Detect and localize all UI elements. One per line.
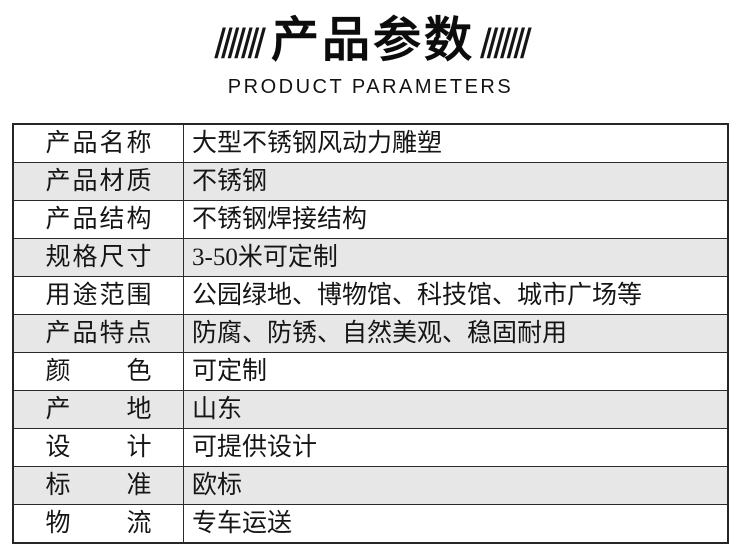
table-row: 设计 可提供设计 [12, 428, 729, 467]
param-label-cell: 规格尺寸 [12, 238, 184, 277]
param-value: 可提供设计 [183, 428, 729, 467]
param-value: 公园绿地、博物馆、科技馆、城市广场等 [183, 276, 729, 315]
param-value: 不锈钢焊接结构 [183, 200, 729, 239]
table-row: 产品结构 不锈钢焊接结构 [12, 200, 729, 239]
page-subtitle: PRODUCT PARAMETERS [227, 76, 514, 99]
param-label-cell: 物流 [12, 504, 184, 544]
param-value: 大型不锈钢风动力雕塑 [183, 123, 729, 163]
param-label: 标准 [45, 472, 152, 499]
right-slashes-decor: /////// [480, 20, 532, 68]
param-label: 产品特点 [45, 320, 152, 347]
title-row: /////// 产品参数 /////// [0, 10, 741, 72]
param-label: 产地 [45, 396, 152, 423]
param-label-cell: 产品特点 [12, 314, 184, 353]
table-row: 产品特点 防腐、防锈、自然美观、稳固耐用 [12, 314, 729, 353]
param-label-cell: 产地 [12, 390, 184, 429]
param-label-cell: 用途范围 [12, 276, 184, 315]
param-label: 规格尺寸 [45, 244, 152, 271]
param-value: 可定制 [183, 352, 729, 391]
param-label: 物流 [45, 510, 152, 537]
param-value: 不锈钢 [183, 162, 729, 201]
param-value: 防腐、防锈、自然美观、稳固耐用 [183, 314, 729, 353]
param-label: 产品结构 [45, 206, 152, 233]
param-label-cell: 产品材质 [12, 162, 184, 201]
table-row: 用途范围 公园绿地、博物馆、科技馆、城市广场等 [12, 276, 729, 315]
param-label: 用途范围 [45, 282, 152, 309]
page-title: 产品参数 [270, 14, 475, 67]
table-row: 产地 山东 [12, 390, 729, 429]
parameters-table: 产品名称 大型不锈钢风动力雕塑 产品材质 不锈钢 产品结构 不锈钢焊接结构 规格… [12, 123, 729, 544]
param-label: 产品材质 [45, 168, 152, 195]
table-row: 规格尺寸 3-50米可定制 [12, 238, 729, 277]
param-label: 设计 [45, 434, 152, 461]
table-row: 产品材质 不锈钢 [12, 162, 729, 201]
param-label: 颜色 [45, 358, 152, 385]
param-value: 欧标 [183, 466, 729, 505]
table-row: 物流 专车运送 [12, 504, 729, 544]
title-block: /////// 产品参数 /////// PRODUCT PARAMETERS [0, 10, 741, 99]
param-label-cell: 设计 [12, 428, 184, 467]
table-row: 产品名称 大型不锈钢风动力雕塑 [12, 123, 729, 163]
param-label-cell: 产品结构 [12, 200, 184, 239]
left-slashes-decor: /////// [214, 20, 266, 68]
table-row: 标准 欧标 [12, 466, 729, 505]
param-label-cell: 标准 [12, 466, 184, 505]
param-label: 产品名称 [45, 130, 152, 157]
param-value: 专车运送 [183, 504, 729, 544]
table-row: 颜色 可定制 [12, 352, 729, 391]
param-label-cell: 产品名称 [12, 123, 184, 163]
param-value: 3-50米可定制 [183, 238, 729, 277]
param-value: 山东 [183, 390, 729, 429]
param-label-cell: 颜色 [12, 352, 184, 391]
